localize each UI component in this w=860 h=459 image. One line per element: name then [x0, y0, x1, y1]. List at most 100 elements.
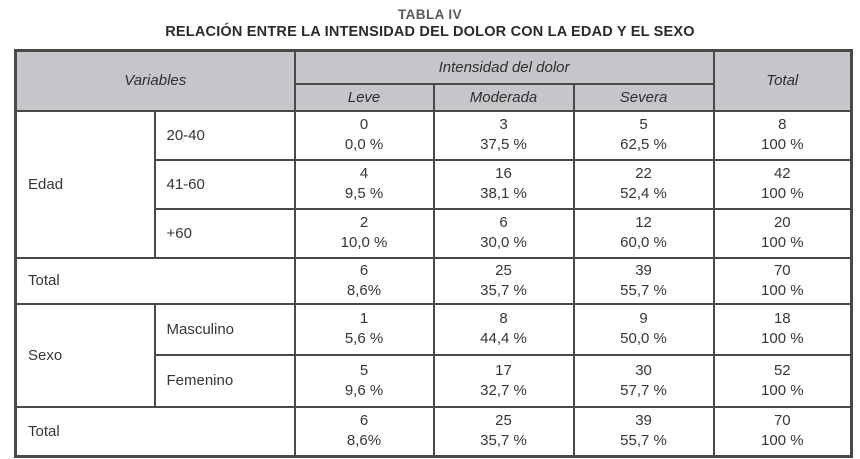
count-value: 22	[635, 165, 652, 182]
percent-value: 38,1 %	[480, 185, 527, 202]
count-value: 70	[773, 261, 791, 279]
table-row-sexo-femenino: Femenino 5 9,6 % 17 32,7 % 30 57,7 % 52 …	[16, 353, 853, 408]
count-value: 16	[495, 165, 512, 182]
table-body: Edad 20-40 0 0,0 % 3 37,5 % 5 62,5 % 8 1…	[14, 109, 853, 458]
percent-value: 5,6 %	[344, 330, 384, 347]
row-category: Masculino	[153, 302, 296, 356]
percent-value: 8,6%	[346, 432, 382, 450]
table-row-total-sexo: Total 6 8,6% 25 35,7 % 39 55,7 % 70 100 …	[14, 405, 853, 458]
table-row-sexo-masculino: Sexo Masculino 1 5,6 % 8 44,4 % 9 50,0 %…	[14, 302, 853, 408]
table-header: Variables Intensidad del dolor Total Lev…	[14, 49, 853, 112]
data-cell: 16 38,1 %	[432, 158, 575, 210]
percent-value: 8,6%	[346, 281, 382, 299]
data-cell: 6 8,6%	[293, 405, 435, 458]
count-value: 25	[495, 412, 512, 430]
data-cell: 42 100 %	[712, 158, 853, 210]
percent-value: 9,6 %	[344, 381, 384, 399]
row-category: +60	[153, 207, 296, 259]
header-moderada: Moderada	[432, 82, 575, 112]
table-number: TABLA IV	[398, 7, 462, 22]
table-caption: TABLA IV RELACIÓN ENTRE LA INTENSIDAD DE…	[0, 6, 860, 42]
count-value: 5	[639, 116, 648, 133]
percent-value: 60,0 %	[620, 234, 667, 251]
row-total-label: Total	[14, 256, 296, 305]
intensity-table: Variables Intensidad del dolor Total Lev…	[14, 49, 854, 458]
data-cell: 25 35,7 %	[432, 256, 575, 305]
count-value: 9	[639, 310, 648, 327]
count-value: 4	[359, 165, 369, 182]
data-cell: 8 100 %	[712, 109, 853, 161]
data-cell: 20 100 %	[712, 207, 853, 259]
percent-value: 57,7 %	[620, 381, 667, 399]
data-cell: 18 100 %	[712, 302, 853, 356]
header-leve: Leve	[293, 82, 435, 112]
percent-value: 55,7 %	[620, 281, 667, 299]
percent-value: 44,4 %	[480, 330, 527, 347]
header-variables: Variables	[14, 49, 296, 112]
data-cell: 70 100 %	[712, 405, 853, 458]
row-category: Femenino	[153, 353, 296, 408]
count-value: 5	[359, 361, 369, 379]
percent-value: 100 %	[761, 281, 804, 299]
data-cell: 12 60,0 %	[572, 207, 715, 259]
header-row-1: Variables Intensidad del dolor Total	[14, 49, 853, 112]
percent-value: 55,7 %	[620, 432, 667, 450]
data-cell: 5 62,5 %	[572, 109, 715, 161]
count-value: 20	[773, 214, 791, 231]
data-cell: 8 44,4 %	[432, 302, 575, 356]
header-row-2: Leve Moderada Severa	[16, 82, 852, 112]
percent-value: 100 %	[761, 234, 804, 251]
percent-value: 9,5 %	[344, 185, 384, 202]
data-cell: 30 57,7 %	[572, 353, 715, 408]
count-value: 12	[635, 214, 652, 231]
data-cell: 17 32,7 %	[432, 353, 575, 408]
percent-value: 100 %	[761, 330, 804, 347]
data-cell: 6 30,0 %	[432, 207, 575, 259]
percent-value: 62,5 %	[620, 136, 667, 153]
count-value: 6	[499, 214, 508, 231]
percent-value: 35,7 %	[480, 281, 527, 299]
count-value: 8	[778, 116, 787, 133]
table-row-edad-41-60: 41-60 4 9,5 % 16 38,1 % 22 52,4 % 42 100…	[16, 158, 853, 210]
data-cell: 39 55,7 %	[572, 256, 715, 305]
count-value: 42	[773, 165, 791, 182]
count-value: 6	[359, 261, 369, 279]
count-value: 70	[773, 412, 791, 430]
table-row-edad-60plus: +60 2 10,0 % 6 30,0 % 12 60,0 % 20 100 %	[16, 207, 853, 259]
data-cell: 70 100 %	[712, 256, 853, 305]
count-value: 52	[773, 361, 791, 379]
count-value: 6	[359, 412, 369, 430]
table-title: RELACIÓN ENTRE LA INTENSIDAD DEL DOLOR C…	[165, 24, 695, 40]
percent-value: 100 %	[761, 432, 804, 450]
data-cell: 9 50,0 %	[572, 302, 715, 356]
row-category: 41-60	[153, 158, 296, 210]
data-cell: 1 5,6 %	[293, 302, 435, 356]
row-total-label: Total	[14, 405, 296, 458]
data-cell: 39 55,7 %	[572, 405, 715, 458]
percent-value: 10,0 %	[340, 234, 388, 251]
count-value: 0	[359, 116, 369, 133]
table-row-total-edad: Total 6 8,6% 25 35,7 % 39 55,7 % 70 100 …	[14, 256, 853, 305]
count-value: 39	[635, 412, 652, 430]
data-cell: 4 9,5 %	[293, 158, 435, 210]
count-value: 25	[495, 261, 512, 279]
header-total: Total	[712, 49, 853, 112]
count-value: 30	[635, 361, 652, 379]
percent-value: 50,0 %	[620, 330, 667, 347]
data-cell: 3 37,5 %	[432, 109, 575, 161]
data-cell: 52 100 %	[712, 353, 853, 408]
data-cell: 22 52,4 %	[572, 158, 715, 210]
data-cell: 2 10,0 %	[293, 207, 435, 259]
percent-value: 30,0 %	[480, 234, 527, 251]
count-value: 1	[359, 310, 369, 327]
data-cell: 6 8,6%	[293, 256, 435, 305]
data-cell: 0 0,0 %	[293, 109, 435, 161]
count-value: 8	[499, 310, 508, 327]
count-value: 3	[499, 116, 508, 133]
data-cell: 5 9,6 %	[293, 353, 435, 408]
count-value: 39	[635, 261, 652, 279]
percent-value: 35,7 %	[480, 432, 527, 450]
row-group-label-sexo: Sexo	[14, 302, 156, 408]
data-cell: 25 35,7 %	[432, 405, 575, 458]
row-category: 20-40	[153, 109, 296, 161]
